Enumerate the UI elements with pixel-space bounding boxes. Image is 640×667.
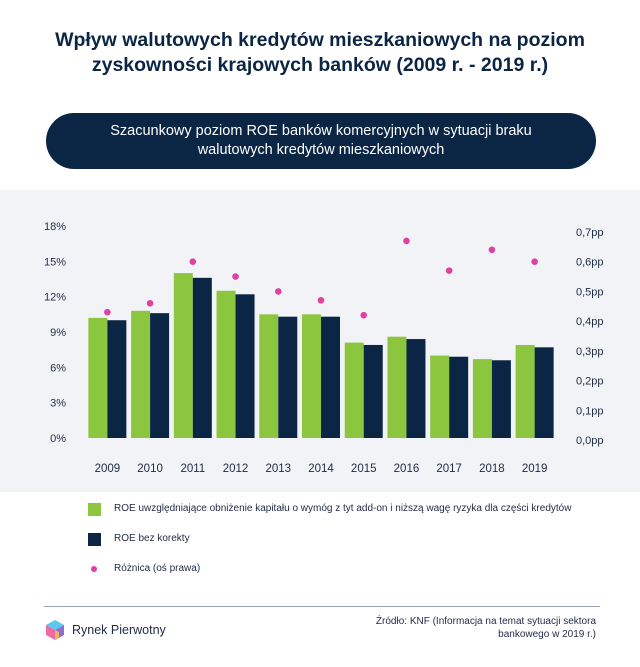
legend-swatch-green: [88, 503, 101, 516]
bar-roe-uncorrected: [406, 339, 426, 438]
left-tick-label: 0%: [50, 433, 66, 445]
bar-adjusted-roe: [259, 314, 279, 438]
x-tick-label: 2014: [308, 463, 334, 475]
chart-title-line-2: zyskowności krajowych banków (2009 r. - …: [91, 54, 549, 76]
left-tick-label: 18%: [44, 221, 66, 233]
x-tick-label: 2018: [479, 463, 505, 475]
x-axis-ticks: 2009 2010 2011 2012 2013 2014 2015 2016 2017 2018…: [95, 463, 548, 475]
bar-adjusted-roe: [88, 317, 108, 438]
bar-roe-uncorrected: [491, 360, 511, 438]
bar-roe-uncorrected: [449, 356, 469, 438]
rynek-pierwotny-logo: Rynek Pierwotny: [44, 619, 166, 641]
difference-point: [403, 237, 410, 245]
bar-adjusted-roe: [430, 355, 450, 438]
chart-title: Wpływ walutowych kredytów mieszkaniowych…: [20, 28, 620, 78]
left-tick-label: 9%: [50, 327, 66, 339]
left-axis-ticks: 0% 3% 6% 9% 12% 15% 18%: [44, 221, 66, 445]
footer-divider: [44, 606, 600, 607]
x-tick-label: 2017: [436, 463, 462, 475]
right-tick-label: 0,7pp: [576, 227, 604, 239]
difference-points: [104, 237, 538, 319]
cube-logo-icon: [46, 620, 64, 640]
x-tick-label: 2016: [394, 463, 420, 475]
difference-point: [189, 258, 197, 266]
right-tick-label: 0,1pp: [576, 405, 604, 417]
source-line-2: bankowego w 2019 r.): [498, 629, 596, 640]
x-tick-label: 2009: [95, 463, 121, 475]
right-tick-label: 0,5pp: [576, 286, 604, 298]
x-tick-label: 2010: [137, 463, 163, 475]
bar-roe-uncorrected: [192, 277, 212, 438]
bar-adjusted-roe: [344, 342, 364, 438]
legend-swatch-navy: [88, 533, 101, 546]
bar-adjusted-roe: [472, 359, 492, 438]
difference-point: [360, 311, 368, 319]
legend-label-roe-uncorrected: ROE bez korekty: [114, 533, 190, 544]
chart-legend: ROE uwzględniające obniżenie kapitału o …: [88, 500, 628, 590]
chart-subtitle-line-2: walutowych kredytów mieszkaniowych: [197, 142, 445, 158]
legend-label-difference: Różnica (oś prawa): [114, 563, 201, 574]
left-tick-label: 3%: [50, 398, 66, 410]
right-tick-label: 0,2pp: [576, 376, 604, 388]
x-tick-label: 2015: [351, 463, 377, 475]
bars: [88, 273, 554, 438]
difference-point: [274, 288, 282, 295]
bar-roe-uncorrected: [321, 316, 340, 438]
x-tick-label: 2013: [265, 463, 291, 475]
right-tick-label: 0,0pp: [576, 435, 604, 447]
chart-subtitle-line-1: Szacunkowy poziom ROE banków komercyjnyc…: [110, 123, 532, 139]
left-tick-label: 15%: [44, 256, 66, 268]
x-tick-label: 2019: [522, 463, 548, 475]
right-tick-label: 0,4pp: [576, 316, 604, 328]
difference-point: [531, 258, 538, 266]
bar-roe-uncorrected: [278, 316, 298, 438]
legend-item-roe-uncorrected: ROE bez korekty: [88, 530, 628, 560]
difference-point: [317, 297, 325, 304]
difference-point: [146, 300, 154, 307]
legend-label-adjusted-roe: ROE uwzględniające obniżenie kapitału o …: [114, 503, 572, 514]
chart-title-line-1: Wpływ walutowych kredytów mieszkaniowych…: [55, 29, 585, 51]
legend-dot-pink: [91, 566, 97, 572]
source-line-1: Źródło: KNF (Informacja na temat sytuacj…: [375, 616, 596, 627]
bar-adjusted-roe: [302, 314, 321, 438]
bar-adjusted-roe: [131, 310, 151, 438]
bar-adjusted-roe: [173, 273, 193, 438]
logo-text: Rynek Pierwotny: [72, 623, 166, 637]
left-tick-label: 12%: [44, 292, 66, 304]
roe-chart: 0%3%6%9%12%15%18% 0,0pp0,1pp0,2pp0,3pp0,…: [44, 221, 604, 475]
difference-point: [488, 246, 496, 254]
chart-subtitle-banner: Szacunkowy poziom ROE banków komercyjnyc…: [46, 113, 596, 169]
bar-adjusted-roe: [216, 290, 236, 438]
right-tick-label: 0,6pp: [576, 257, 604, 269]
source-note: Źródło: KNF (Informacja na temat sytuacj…: [366, 615, 596, 641]
difference-point: [232, 273, 239, 280]
bar-roe-uncorrected: [107, 320, 127, 438]
right-axis-ticks: 0,0pp 0,1pp 0,2pp 0,3pp 0,4pp 0,5pp 0,6pp 0,7pp: [576, 227, 604, 447]
x-tick-label: 2011: [180, 463, 205, 475]
x-tick-label: 2012: [223, 463, 249, 475]
legend-item-adjusted-roe: ROE uwzględniające obniżenie kapitału o …: [88, 500, 628, 530]
bar-roe-uncorrected: [534, 347, 554, 438]
difference-point: [104, 308, 111, 316]
legend-item-difference: Różnica (oś prawa): [88, 560, 628, 590]
bar-roe-uncorrected: [363, 344, 383, 438]
difference-point: [445, 267, 453, 274]
bar-roe-uncorrected: [150, 313, 170, 438]
right-tick-label: 0,3pp: [576, 346, 604, 358]
bar-roe-uncorrected: [235, 294, 255, 438]
bar-adjusted-roe: [387, 336, 407, 438]
left-tick-label: 6%: [50, 362, 66, 374]
bar-adjusted-roe: [515, 344, 535, 438]
